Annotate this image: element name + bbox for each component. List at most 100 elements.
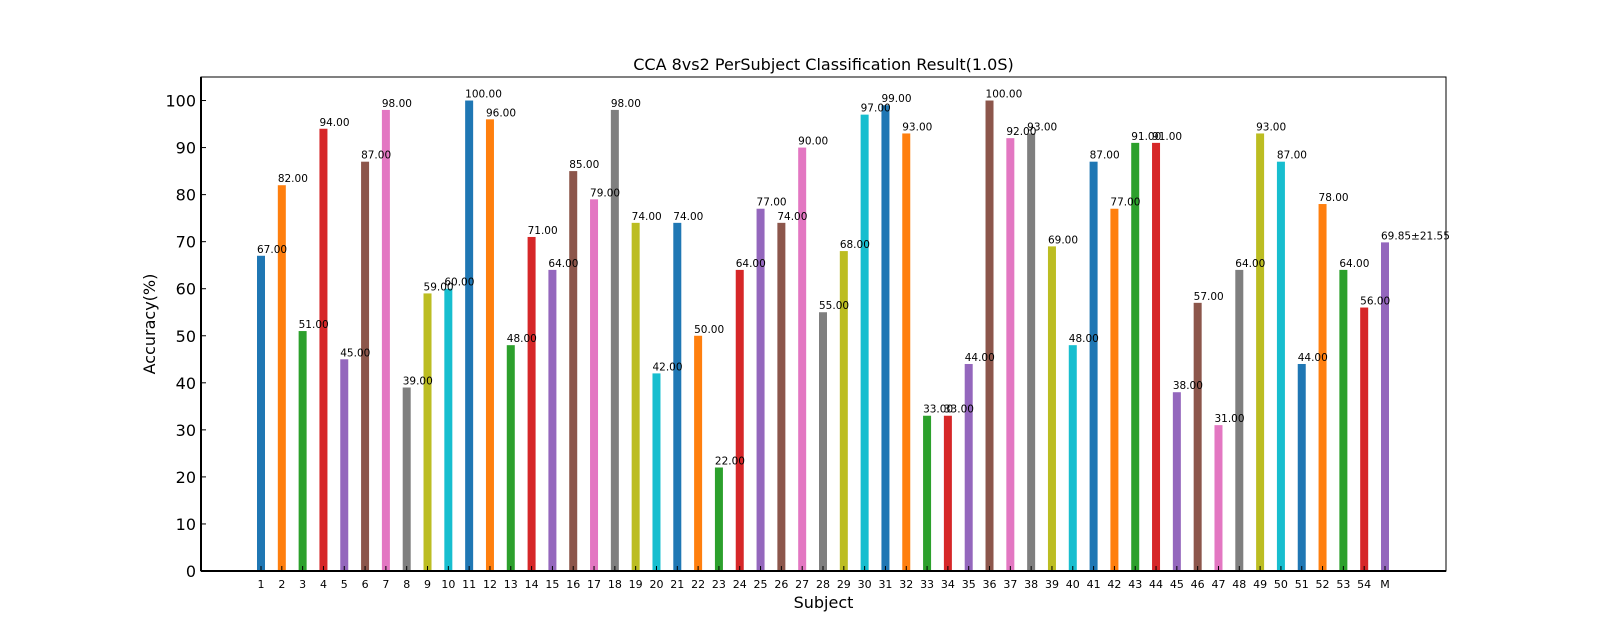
bar-50 [1276, 161, 1285, 571]
bar-value-label: 98.00 [382, 98, 412, 110]
bar-value-label: 82.00 [278, 173, 308, 185]
bar-25 [756, 208, 765, 571]
y-tick-label: 90 [176, 139, 196, 158]
bar-value-label: 48.00 [1069, 333, 1099, 345]
bar-15 [548, 269, 557, 571]
x-tick-label: 8 [403, 578, 410, 591]
bar-1 [257, 255, 265, 571]
bar-value-label: 56.00 [1360, 296, 1390, 308]
bar-8 [402, 387, 411, 571]
x-tick-label: 22 [691, 578, 705, 591]
bar-2 [277, 185, 286, 571]
x-tick-label: 18 [608, 578, 622, 591]
x-tick-label: 51 [1295, 578, 1309, 591]
bar-value-label: 93.00 [1256, 121, 1286, 133]
y-tick-label: 20 [176, 468, 196, 487]
y-tick-label: 0 [186, 562, 196, 581]
bar-value-label: 64.00 [1235, 258, 1265, 270]
bar-46 [1193, 302, 1202, 571]
bar-value-label: 77.00 [1110, 197, 1140, 209]
bar-M [1381, 242, 1389, 571]
x-tick-label: 15 [545, 578, 559, 591]
bar-value-label: 44.00 [965, 352, 995, 364]
x-tick-label: 36 [983, 578, 997, 591]
bar-value-label: 48.00 [507, 333, 537, 345]
y-tick-label: 10 [176, 515, 196, 534]
bar-value-label: 68.00 [840, 239, 870, 251]
x-tick-label: 35 [962, 578, 976, 591]
x-tick-label: 32 [899, 578, 913, 591]
bar-value-label: 50.00 [694, 324, 724, 336]
x-tick-label: 29 [837, 578, 851, 591]
x-tick-label: 47 [1211, 578, 1225, 591]
bar-value-label: 94.00 [319, 117, 349, 129]
bar-10 [444, 288, 453, 571]
bar-48 [1235, 269, 1244, 571]
x-tick-label: 37 [1003, 578, 1017, 591]
x-tick-label: 45 [1170, 578, 1184, 591]
bar-value-label: 93.00 [1027, 121, 1057, 133]
y-tick-label: 50 [176, 327, 196, 346]
x-tick-label: 40 [1066, 578, 1080, 591]
bar-7 [381, 109, 390, 571]
bar-value-label: 64.00 [1339, 258, 1369, 270]
x-tick-label: 5 [341, 578, 348, 591]
bar-12 [485, 119, 494, 571]
bar-52 [1318, 204, 1327, 571]
bar-value-label: 87.00 [361, 150, 391, 162]
chart-title: CCA 8vs2 PerSubject Classification Resul… [633, 55, 1014, 74]
bar-18 [610, 109, 619, 571]
bar-value-label: 55.00 [819, 300, 849, 312]
x-tick-label: 43 [1128, 578, 1142, 591]
y-tick-label: 70 [176, 233, 196, 252]
bar-value-label: 39.00 [403, 376, 433, 388]
bar-22 [694, 335, 703, 571]
bar-value-label: 90.00 [798, 136, 828, 148]
bar-6 [361, 161, 370, 571]
bar-17 [590, 199, 599, 572]
bar-28 [819, 312, 827, 571]
y-tick-label: 40 [176, 374, 196, 393]
x-tick-label: 49 [1253, 578, 1267, 591]
bar-39 [1047, 246, 1056, 571]
bar-value-label: 64.00 [548, 258, 578, 270]
x-axis-title: Subject [794, 593, 854, 612]
x-tick-label: 34 [941, 578, 955, 591]
bar-value-label: 69.85±21.55 [1381, 230, 1450, 242]
x-tick-label: 3 [299, 578, 306, 591]
x-tick-label: 16 [566, 578, 580, 591]
x-tick-label: 1 [258, 578, 265, 591]
x-tick-label: 14 [525, 578, 539, 591]
bar-51 [1297, 363, 1306, 571]
x-tick-label: 7 [382, 578, 389, 591]
bar-value-label: 45.00 [340, 347, 370, 359]
bar-54 [1360, 307, 1369, 571]
bar-value-label: 69.00 [1048, 234, 1078, 246]
bar-5 [340, 359, 349, 571]
bar-33 [923, 415, 932, 571]
bar-value-label: 74.00 [673, 211, 703, 223]
bar-19 [631, 222, 640, 571]
y-axis-title: Accuracy(%) [140, 274, 159, 375]
x-tick-label: 4 [320, 578, 327, 591]
x-tick-label: 11 [462, 578, 476, 591]
x-tick-label: 17 [587, 578, 601, 591]
bar-26 [777, 222, 786, 571]
x-tick-label: 44 [1149, 578, 1163, 591]
bar-value-label: 91.00 [1131, 131, 1161, 143]
bar-value-label: 97.00 [861, 103, 891, 115]
y-tick-label: 60 [176, 280, 196, 299]
x-tick-label: 27 [795, 578, 809, 591]
bar-47 [1214, 425, 1223, 571]
x-tick-label: 42 [1107, 578, 1121, 591]
bar-41 [1089, 161, 1098, 571]
bar-value-label: 100.00 [986, 89, 1023, 101]
x-tick-label: 19 [629, 578, 643, 591]
bar-value-label: 78.00 [1319, 192, 1349, 204]
x-tick-label: 21 [670, 578, 684, 591]
bar-value-label: 60.00 [444, 277, 474, 289]
bar-4 [319, 128, 328, 571]
bar-27 [798, 147, 807, 572]
x-tick-label: 26 [774, 578, 788, 591]
